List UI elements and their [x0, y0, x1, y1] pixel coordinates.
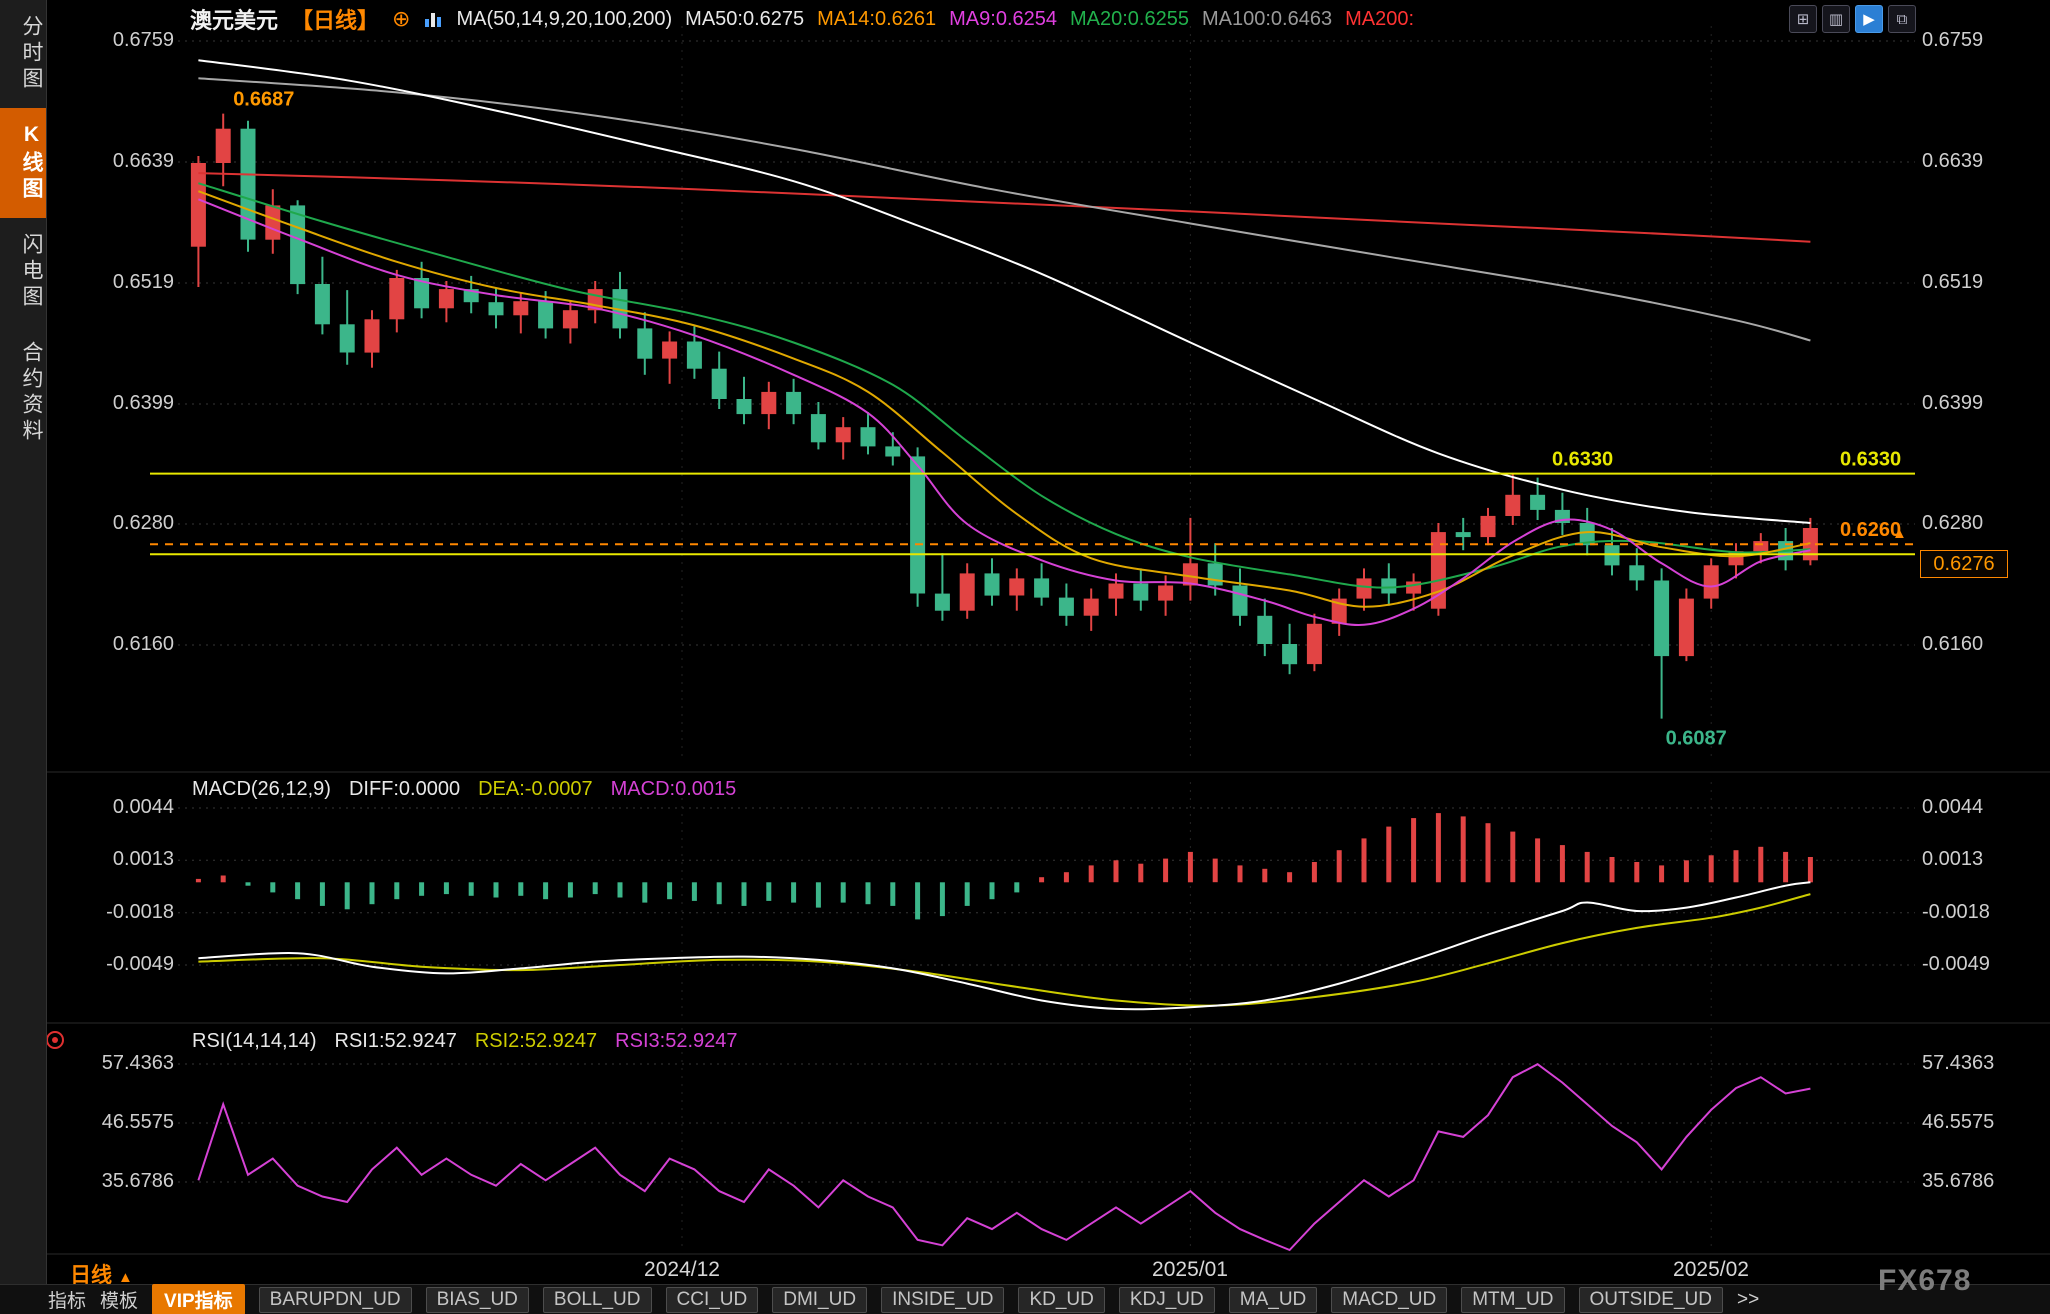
y-axis-label: 35.6786 [1922, 1170, 1995, 1192]
legend-item: MA100:0.6463 [1201, 7, 1333, 30]
symbol-name: 澳元美元 [190, 8, 279, 33]
chart-toolbar: ⊞ ▥ ▶ ⧉ [1789, 5, 1916, 33]
rsi-legend: RSI(14,14,14) RSI1:52.9247 RSI2:52.9247 RSI… [192, 1030, 738, 1053]
plus-circle-icon[interactable]: ⊕ [392, 6, 411, 31]
period-indicator-label: 日线 [70, 1264, 112, 1287]
legend-item: RSI1:52.9247 [334, 1030, 457, 1052]
chevron-up-icon: ▲ [118, 1269, 133, 1286]
last-price-value: 0.6276 [1933, 553, 1995, 575]
tab-barupdnud[interactable]: BARUPDN_UD [258, 1286, 412, 1313]
macd-legend: MACD(26,12,9) DIFF:0.0000 DEA:-0.0007 MACD:… [192, 778, 736, 801]
tab-macdud[interactable]: MACD_UD [1331, 1286, 1448, 1313]
expand-icon[interactable]: ⧉ [1888, 5, 1916, 33]
svg-text:0.6687: 0.6687 [233, 89, 294, 111]
tab-kdud[interactable]: KD_UD [1018, 1286, 1105, 1313]
legend-item: MACD(26,12,9) [192, 778, 331, 800]
layout-columns-icon[interactable]: ▥ [1822, 5, 1850, 33]
legend-item: DIFF:0.0000 [348, 778, 461, 800]
sidebar-item-flash-chart[interactable]: 闪电图 [20, 233, 43, 311]
y-axis-label: 0.6759 [1922, 29, 1984, 51]
sidebar-item-contract-info[interactable]: 合约资料 [20, 341, 43, 445]
x-axis-label: 2025/02 [1673, 1258, 1749, 1281]
tab-bollud[interactable]: BOLL_UD [542, 1286, 652, 1313]
y-axis-label: 57.4363 [1922, 1052, 1995, 1074]
x-axis-label: 2024/12 [644, 1258, 720, 1281]
chart-header: 澳元美元 【日线】 ⊕ MA(50,14,9,20,100,200) MA50:0… [190, 4, 1414, 34]
legend-item: RSI3:52.9247 [615, 1030, 738, 1052]
legend-item: DEA:-0.0007 [478, 778, 593, 800]
y-axis-label: 0.6639 [1922, 150, 1984, 172]
svg-text:0.6087: 0.6087 [1666, 728, 1727, 750]
tab-模板[interactable]: 模板 [100, 1291, 139, 1312]
y-axis-label: -0.0018 [1922, 901, 1990, 923]
y-axis-label: 0.6639 [112, 150, 174, 172]
tab-mtmud[interactable]: MTM_UD [1461, 1286, 1565, 1313]
target-icon [46, 1031, 64, 1049]
y-axis-label: 46.5575 [101, 1111, 174, 1133]
y-axis-label: 57.4363 [101, 1052, 174, 1074]
y-axis-label: 0.6519 [1922, 271, 1984, 293]
ma-legend: MA(50,14,9,20,100,200) MA50:0.6275 MA14:0.… [456, 8, 1414, 31]
legend-item: MA200: [1345, 7, 1415, 30]
y-axis-label: 0.6759 [112, 29, 174, 51]
left-sidebar: 分时图 K线图闪电图合约资料 [0, 0, 47, 1314]
svg-text:0.6330: 0.6330 [1552, 449, 1613, 471]
y-axis-label: 0.6160 [112, 633, 174, 655]
y-axis-label: 0.0013 [112, 848, 174, 870]
indicator-settings-icon[interactable] [423, 9, 443, 29]
y-axis-label: 0.6280 [1922, 512, 1984, 534]
y-axis-label: 0.0013 [1922, 848, 1984, 870]
kline-mode-icon[interactable]: ▶ [1855, 5, 1883, 33]
sidebar-item-tick-chart[interactable]: 分时图 [20, 15, 43, 93]
tab-kdjud[interactable]: KDJ_UD [1118, 1286, 1215, 1313]
svg-text:▲: ▲ [1892, 525, 1907, 542]
y-axis-label: 0.6399 [1922, 392, 1984, 414]
tab-maud[interactable]: MA_UD [1228, 1286, 1318, 1313]
y-axis-label: 0.6160 [1922, 633, 1984, 655]
legend-item: MA50:0.6275 [685, 7, 805, 30]
period-label: 【日线】 [291, 8, 380, 33]
tab-outsideud[interactable]: OUTSIDE_UD [1578, 1286, 1723, 1313]
legend-item: MA9:0.6254 [949, 7, 1057, 30]
tab-指标[interactable]: 指标 [48, 1291, 87, 1312]
sidebar-item-kline-chart[interactable]: K线图 [0, 108, 46, 218]
legend-item: MA(50,14,9,20,100,200) [456, 7, 673, 30]
legend-item: RSI(14,14,14) [192, 1030, 317, 1052]
layout-grid-icon[interactable]: ⊞ [1789, 5, 1817, 33]
svg-text:0.6330: 0.6330 [1840, 449, 1901, 471]
legend-item: MACD:0.0015 [610, 778, 737, 800]
y-axis-label: -0.0049 [1922, 953, 1990, 975]
tab-dmiud[interactable]: DMI_UD [772, 1286, 868, 1313]
bottom-tab-bar: 指标 模板 VIP指标 BARUPDN_UD BIAS_UD BOLL_UD CCI_UD D… [0, 1284, 2050, 1314]
x-axis-label: 2025/01 [1152, 1258, 1228, 1281]
last-price-tag: 0.6276 [1920, 550, 2008, 578]
y-axis-label: 35.6786 [101, 1170, 174, 1192]
y-axis-label: 0.6280 [112, 512, 174, 534]
y-axis-label: 0.6399 [112, 392, 174, 414]
time-axis: 2024/12 2025/01 2025/02 [0, 1258, 2050, 1284]
tab-biasud[interactable]: BIAS_UD [425, 1286, 529, 1313]
y-axis-label: -0.0018 [106, 901, 174, 923]
y-axis-label: -0.0049 [106, 953, 174, 975]
legend-item: MA14:0.6261 [817, 7, 937, 30]
tab-insideud[interactable]: INSIDE_UD [881, 1286, 1005, 1313]
legend-item: RSI2:52.9247 [474, 1030, 598, 1052]
legend-item: MA20:0.6255 [1070, 7, 1189, 30]
y-axis-label: 0.6519 [112, 271, 174, 293]
period-indicator[interactable]: 日线 ▲ [70, 1259, 133, 1289]
tab-vip指标[interactable]: VIP指标 [152, 1284, 245, 1314]
y-axis-label: 0.0044 [1922, 796, 1984, 818]
svg-text:0.6260: 0.6260 [1840, 519, 1901, 541]
y-axis-label: 46.5575 [1922, 1111, 1995, 1133]
tab-cciud[interactable]: CCI_UD [665, 1286, 759, 1313]
y-axis-label: 0.0044 [112, 796, 174, 818]
tab-[interactable]: >> [1736, 1288, 1760, 1310]
